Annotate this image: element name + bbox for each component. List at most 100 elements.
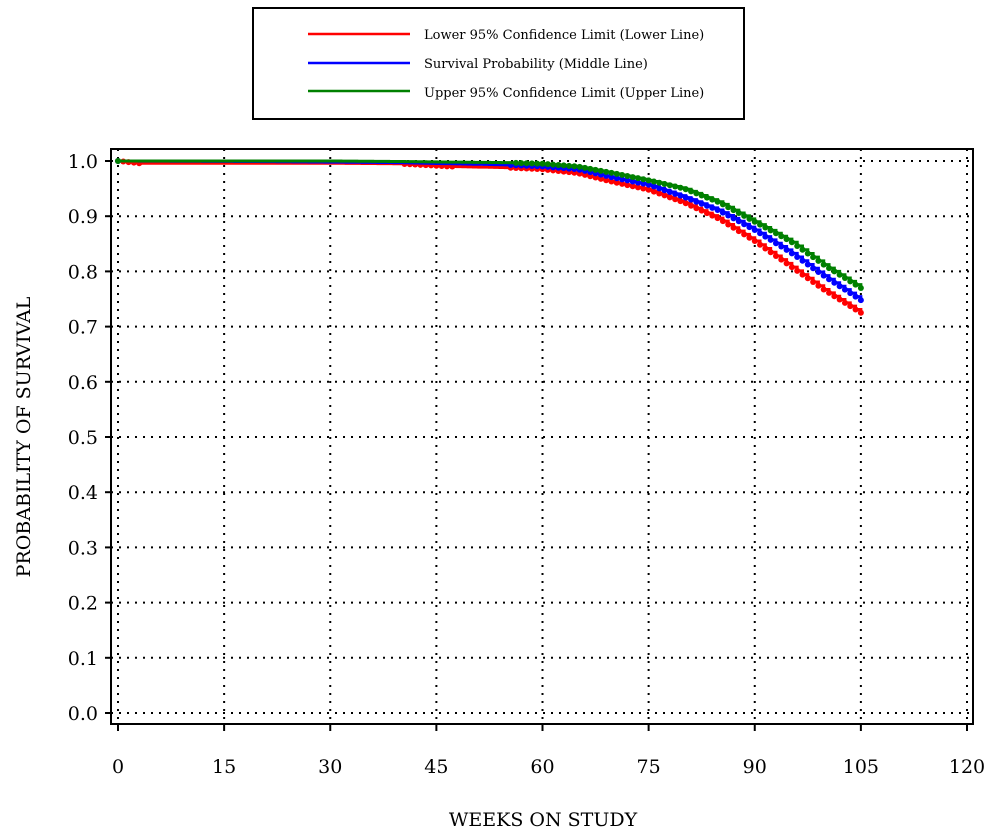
series-point-0	[650, 188, 657, 195]
series-point-1	[709, 204, 716, 211]
series-point-1	[619, 176, 626, 183]
series-point-2	[799, 246, 806, 253]
x-tick-label: 120	[949, 756, 985, 778]
y-tick-label: 0.5	[68, 427, 98, 449]
series-point-2	[719, 201, 726, 208]
series-point-2	[581, 164, 588, 171]
series-point-0	[640, 185, 647, 192]
series-line-1	[118, 159, 863, 301]
y-tick-label: 0.9	[68, 206, 98, 228]
series-point-2	[746, 215, 753, 222]
series-point-2	[534, 160, 541, 167]
x-tick-label: 75	[637, 756, 661, 778]
series-point-0	[603, 177, 610, 184]
series-point-0	[799, 271, 806, 278]
y-tick-label: 0.3	[68, 537, 98, 559]
series-point-0	[613, 179, 620, 186]
series-point-1	[682, 194, 689, 201]
series-point-1	[656, 185, 663, 192]
series-point-0	[767, 249, 774, 256]
series-point-0	[730, 224, 737, 231]
series-point-1	[714, 206, 721, 213]
series-point-0	[629, 183, 636, 190]
axis-ticks: 0.0 0.1 0.2 0.3 0.4 0.5 0.6 0.7 0.8 0.9 1.0 0 15 30 45…	[68, 151, 985, 778]
x-tick-label: 105	[843, 756, 879, 778]
series-point-2	[523, 160, 530, 167]
series-point-2	[709, 196, 716, 203]
x-tick-label: 45	[424, 756, 448, 778]
series-point-2	[767, 227, 774, 234]
series-point-2	[741, 212, 748, 219]
series-point-2	[576, 163, 583, 170]
series-point-0	[741, 231, 748, 238]
series-point-1	[788, 250, 795, 257]
y-tick-label: 0.7	[68, 317, 98, 339]
series-point-2	[550, 161, 557, 168]
series-point-0	[746, 234, 753, 241]
series-point-1	[810, 265, 817, 272]
series-point-2	[640, 176, 647, 183]
series-point-2	[571, 163, 578, 170]
series-point-2	[528, 160, 535, 167]
series-point-2	[656, 179, 663, 186]
series-point-2	[857, 284, 864, 291]
series-point-2	[666, 182, 673, 189]
series-point-0	[810, 279, 817, 286]
series-point-2	[587, 165, 594, 172]
series-point-1	[746, 224, 753, 231]
series-point-2	[794, 243, 801, 250]
series-point-0	[857, 309, 864, 316]
series-point-1	[852, 293, 859, 300]
series-point-1	[725, 212, 732, 219]
series-point-0	[645, 186, 652, 193]
series-point-0	[635, 184, 642, 191]
series-point-0	[778, 256, 785, 263]
series-point-0	[725, 221, 732, 228]
series-point-0	[682, 200, 689, 207]
series-point-1	[629, 178, 636, 185]
series-point-2	[629, 174, 636, 181]
series-point-0	[698, 207, 705, 214]
series-point-2	[735, 210, 742, 217]
series-point-2	[539, 160, 546, 167]
series-point-2	[703, 194, 710, 201]
series-point-2	[555, 162, 562, 169]
series-point-2	[772, 230, 779, 237]
series-point-2	[714, 198, 721, 205]
series-point-2	[603, 168, 610, 175]
series-point-1	[645, 181, 652, 188]
series-point-1	[608, 174, 615, 181]
series-point-2	[635, 175, 642, 182]
series-point-0	[693, 205, 700, 212]
series-point-1	[804, 261, 811, 268]
series-point-1	[831, 279, 838, 286]
x-tick-label: 90	[743, 756, 767, 778]
series-point-1	[857, 297, 864, 304]
series-point-2	[810, 254, 817, 261]
series-point-1	[666, 189, 673, 196]
series-point-2	[544, 161, 551, 168]
series-point-1	[661, 187, 668, 194]
series-point-0	[703, 210, 710, 217]
series-point-2	[831, 268, 838, 275]
series-point-2	[608, 169, 615, 176]
y-tick-label: 0.2	[68, 593, 98, 615]
series-point-0	[852, 306, 859, 313]
series-point-0	[788, 264, 795, 271]
series-point-2	[725, 204, 732, 211]
y-tick-label: 0.0	[68, 703, 98, 725]
series-point-0	[820, 286, 827, 293]
series-point-0	[666, 194, 673, 201]
series-point-2	[650, 178, 657, 185]
series-point-2	[597, 167, 604, 174]
series-point-1	[799, 257, 806, 264]
series-point-0	[794, 267, 801, 274]
series-point-0	[608, 178, 615, 185]
series-point-0	[831, 293, 838, 300]
series-point-0	[762, 245, 769, 252]
y-tick-label: 1.0	[68, 151, 98, 173]
series-point-0	[772, 252, 779, 259]
y-tick-label: 0.8	[68, 261, 98, 283]
series-point-2	[778, 233, 785, 240]
